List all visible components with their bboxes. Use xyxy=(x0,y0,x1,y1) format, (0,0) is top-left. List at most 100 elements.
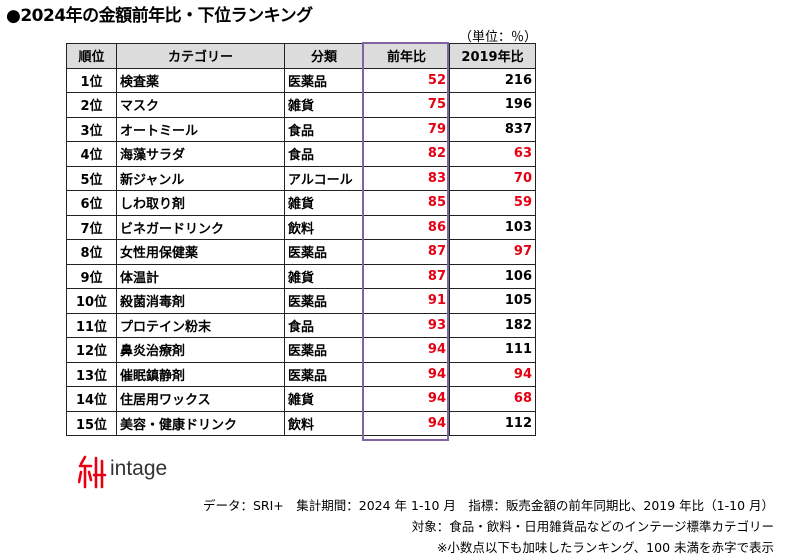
yoy-cell: 87 xyxy=(363,263,450,289)
rank-cell: 5位 xyxy=(66,165,117,191)
ranking-table: 順位 カテゴリー 分類 前年比 2019年比 1位 検査薬 医薬品 52 216 2位 マス… xyxy=(66,43,536,436)
table-row: 4位 海藻サラダ 食品 82 63 xyxy=(66,141,536,167)
yoy-cell: 85 xyxy=(363,190,450,216)
vs2019-cell: 196 xyxy=(449,92,536,118)
class-cell: 飲料 xyxy=(284,410,364,436)
table-row: 8位 女性用保健薬 医薬品 87 97 xyxy=(66,239,536,265)
class-cell: 雑貨 xyxy=(284,386,364,412)
yoy-cell: 91 xyxy=(363,288,450,314)
vs2019-cell: 103 xyxy=(449,214,536,240)
category-cell: 殺菌消毒剤 xyxy=(116,288,285,314)
header-yoy: 前年比 xyxy=(363,43,450,69)
vs2019-cell: 97 xyxy=(449,239,536,265)
yoy-cell: 94 xyxy=(363,337,450,363)
class-cell: 食品 xyxy=(284,116,364,142)
header-category: カテゴリー xyxy=(116,43,285,69)
table-row: 11位 プロテイン粉末 食品 93 182 xyxy=(66,312,536,338)
class-cell: 医薬品 xyxy=(284,67,364,93)
class-cell: 雑貨 xyxy=(284,92,364,118)
yoy-cell: 86 xyxy=(363,214,450,240)
class-cell: 医薬品 xyxy=(284,288,364,314)
vs2019-cell: 105 xyxy=(449,288,536,314)
yoy-cell: 79 xyxy=(363,116,450,142)
category-cell: 美容・健康ドリンク xyxy=(116,410,285,436)
yoy-cell: 87 xyxy=(363,239,450,265)
class-cell: 医薬品 xyxy=(284,361,364,387)
category-cell: 鼻炎治療剤 xyxy=(116,337,285,363)
vs2019-cell: 216 xyxy=(449,67,536,93)
table-row: 13位 催眠鎮静剤 医薬品 94 94 xyxy=(66,361,536,387)
class-cell: 食品 xyxy=(284,141,364,167)
rank-cell: 2位 xyxy=(66,92,117,118)
logo-text: intage xyxy=(110,457,168,480)
class-cell: 雑貨 xyxy=(284,263,364,289)
vs2019-cell: 59 xyxy=(449,190,536,216)
rank-cell: 9位 xyxy=(66,263,117,289)
table-header-row: 順位 カテゴリー 分類 前年比 2019年比 xyxy=(66,43,536,69)
intage-logo-icon xyxy=(78,455,107,489)
table-row: 2位 マスク 雑貨 75 196 xyxy=(66,92,536,118)
vs2019-cell: 94 xyxy=(449,361,536,387)
category-cell: 住居用ワックス xyxy=(116,386,285,412)
footnote-line: 対象：食品・飲料・日用雑貨品などのインテージ標準カテゴリー xyxy=(411,519,774,534)
vs2019-cell: 63 xyxy=(449,141,536,167)
vs2019-cell: 68 xyxy=(449,386,536,412)
category-cell: 海藻サラダ xyxy=(116,141,285,167)
vs2019-cell: 70 xyxy=(449,165,536,191)
table-row: 15位 美容・健康ドリンク 飲料 94 112 xyxy=(66,410,536,436)
yoy-cell: 82 xyxy=(363,141,450,167)
rank-cell: 1位 xyxy=(66,67,117,93)
rank-cell: 10位 xyxy=(66,288,117,314)
yoy-cell: 83 xyxy=(363,165,450,191)
category-cell: 検査薬 xyxy=(116,67,285,93)
table-row: 12位 鼻炎治療剤 医薬品 94 111 xyxy=(66,337,536,363)
class-cell: 医薬品 xyxy=(284,337,364,363)
vs2019-cell: 111 xyxy=(449,337,536,363)
rank-cell: 15位 xyxy=(66,410,117,436)
footnotes: データ：SRI+ 集計期間：2024 年 1-10 月 指標：販売金額の前年同期… xyxy=(203,495,774,558)
rank-cell: 6位 xyxy=(66,190,117,216)
table-row: 14位 住居用ワックス 雑貨 94 68 xyxy=(66,386,536,412)
table-row: 3位 オートミール 食品 79 837 xyxy=(66,116,536,142)
yoy-cell: 93 xyxy=(363,312,450,338)
rank-cell: 12位 xyxy=(66,337,117,363)
category-cell: オートミール xyxy=(116,116,285,142)
class-cell: 医薬品 xyxy=(284,239,364,265)
rank-cell: 13位 xyxy=(66,361,117,387)
table-row: 7位 ビネガードリンク 飲料 86 103 xyxy=(66,214,536,240)
table-row: 9位 体温計 雑貨 87 106 xyxy=(66,263,536,289)
rank-cell: 11位 xyxy=(66,312,117,338)
category-cell: 催眠鎮静剤 xyxy=(116,361,285,387)
header-vs2019: 2019年比 xyxy=(449,43,536,69)
yoy-cell: 94 xyxy=(363,410,450,436)
yoy-cell: 52 xyxy=(363,67,450,93)
category-cell: 女性用保健薬 xyxy=(116,239,285,265)
rank-cell: 14位 xyxy=(66,386,117,412)
table-row: 5位 新ジャンル アルコール 83 70 xyxy=(66,165,536,191)
vs2019-cell: 106 xyxy=(449,263,536,289)
page-title: ●2024年の金額前年比・下位ランキング xyxy=(6,6,313,26)
unit-label: （単位：％） xyxy=(459,30,538,45)
footnote-line: データ：SRI+ 集計期間：2024 年 1-10 月 指標：販売金額の前年同期… xyxy=(202,498,774,513)
header-class: 分類 xyxy=(284,43,364,69)
category-cell: ビネガードリンク xyxy=(116,214,285,240)
class-cell: アルコール xyxy=(284,165,364,191)
yoy-cell: 94 xyxy=(363,386,450,412)
class-cell: 食品 xyxy=(284,312,364,338)
rank-cell: 7位 xyxy=(66,214,117,240)
footnote-line: ※小数点以下も加味したランキング、100 未満を赤字で表示 xyxy=(436,540,774,555)
yoy-cell: 75 xyxy=(363,92,450,118)
category-cell: 新ジャンル xyxy=(116,165,285,191)
table-row: 1位 検査薬 医薬品 52 216 xyxy=(66,67,536,93)
category-cell: 体温計 xyxy=(116,263,285,289)
category-cell: しわ取り剤 xyxy=(116,190,285,216)
vs2019-cell: 182 xyxy=(449,312,536,338)
rank-cell: 8位 xyxy=(66,239,117,265)
class-cell: 雑貨 xyxy=(284,190,364,216)
vs2019-cell: 112 xyxy=(449,410,536,436)
rank-cell: 3位 xyxy=(66,116,117,142)
header-rank: 順位 xyxy=(66,43,117,69)
class-cell: 飲料 xyxy=(284,214,364,240)
vs2019-cell: 837 xyxy=(449,116,536,142)
category-cell: マスク xyxy=(116,92,285,118)
